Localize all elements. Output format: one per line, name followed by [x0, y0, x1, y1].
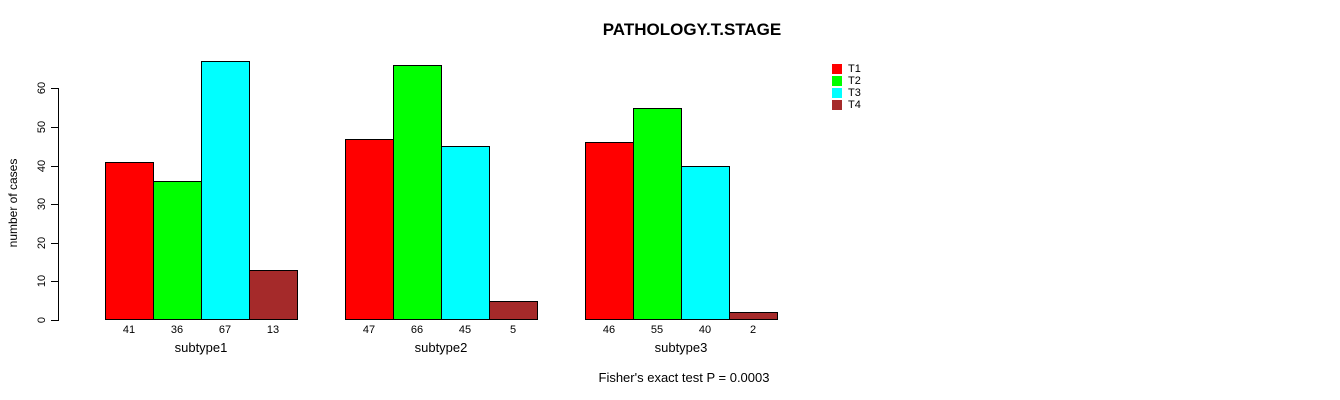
bar-value-label: 5	[509, 324, 517, 336]
bar-value-label: 13	[266, 324, 280, 336]
bar-T3-subtype2	[441, 146, 490, 320]
y-tick-label: 40	[36, 159, 48, 173]
legend-swatch-T4	[832, 100, 842, 110]
footnote: Fisher's exact test P = 0.0003	[598, 370, 770, 385]
legend-label-T4: T4	[848, 99, 861, 111]
y-tick-label: 10	[36, 274, 48, 288]
legend-swatch-T3	[832, 88, 842, 98]
y-tick	[51, 281, 58, 282]
y-tick-label: 50	[36, 120, 48, 134]
bar-T1-subtype3	[585, 142, 634, 320]
y-tick	[51, 88, 58, 89]
bar-value-label: 45	[458, 324, 472, 336]
legend-label-T2: T2	[848, 75, 861, 87]
chart-title: PATHOLOGY.T.STAGE	[602, 20, 782, 39]
y-tick	[51, 127, 58, 128]
bar-value-label: 47	[362, 324, 376, 336]
y-axis-label: number of cases	[6, 158, 20, 248]
y-tick	[51, 204, 58, 205]
bar-value-label: 40	[698, 324, 712, 336]
y-tick	[51, 320, 58, 321]
bar-value-label: 2	[749, 324, 757, 336]
y-axis-line	[58, 88, 59, 321]
bar-T4-subtype3	[729, 312, 778, 320]
y-tick	[51, 166, 58, 167]
bar-value-label: 55	[650, 324, 664, 336]
bar-value-label: 66	[410, 324, 424, 336]
y-tick-label: 20	[36, 236, 48, 250]
bar-value-label: 67	[218, 324, 232, 336]
legend-label-T1: T1	[848, 63, 861, 75]
legend-item-T2: T2	[832, 75, 861, 87]
legend-item-T4: T4	[832, 99, 861, 111]
bar-value-label: 41	[122, 324, 136, 336]
y-tick-label: 0	[36, 316, 48, 324]
y-tick-label: 30	[36, 197, 48, 211]
bar-value-label: 36	[170, 324, 184, 336]
bar-T1-subtype2	[345, 139, 394, 320]
bar-T2-subtype3	[633, 108, 682, 320]
bar-T4-subtype1	[249, 270, 298, 320]
legend-swatch-T2	[832, 76, 842, 86]
group-label-subtype3: subtype3	[654, 340, 708, 355]
bar-T4-subtype2	[489, 301, 538, 320]
bar-T3-subtype1	[201, 61, 250, 320]
legend-label-T3: T3	[848, 87, 861, 99]
bar-T2-subtype2	[393, 65, 442, 320]
y-tick	[51, 243, 58, 244]
legend-swatch-T1	[832, 64, 842, 74]
legend-item-T1: T1	[832, 63, 861, 75]
bar-value-label: 46	[602, 324, 616, 336]
group-label-subtype1: subtype1	[174, 340, 228, 355]
legend: T1 T2 T3 T4	[832, 63, 861, 111]
bar-T1-subtype1	[105, 162, 154, 320]
bar-T2-subtype1	[153, 181, 202, 320]
legend-item-T3: T3	[832, 87, 861, 99]
y-tick-label: 60	[36, 81, 48, 95]
bar-T3-subtype3	[681, 166, 730, 320]
group-label-subtype2: subtype2	[414, 340, 468, 355]
